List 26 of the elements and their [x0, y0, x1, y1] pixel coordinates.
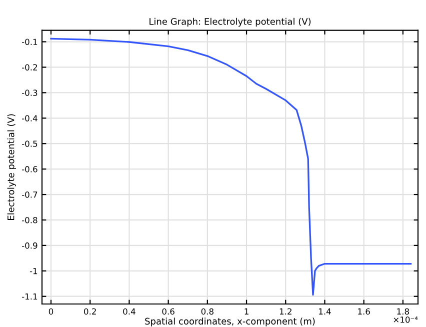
y-tick-label: -0.9 — [22, 242, 38, 249]
x-tick-label: 0.4 — [123, 308, 136, 315]
x-tick-label: 0.8 — [201, 308, 214, 315]
y-tick-label: -0.2 — [22, 64, 37, 70]
y-tick-label: -0.3 — [22, 90, 38, 96]
y-tick-label: -0.5 — [22, 140, 38, 147]
text: ×10⁻⁴ — [394, 316, 418, 323]
y-tick-label: -0.6 — [22, 166, 38, 172]
x-tick-label: 0.2 — [84, 308, 96, 315]
x-tick-label: 1.2 — [280, 308, 292, 314]
y-tick-label: -1.1 — [22, 293, 38, 300]
x-tick-label: 1.6 — [358, 308, 370, 315]
y-tick-label: -0.8 — [22, 216, 38, 224]
x-tick-label: 0.6 — [162, 308, 174, 315]
y-tick-label: -0.4 — [22, 115, 38, 122]
chart-title: Line Graph: Electrolyte potential (V) — [150, 18, 311, 27]
x-tick-label: 1.4 — [319, 308, 331, 314]
x-tick-label: 1.8 — [397, 308, 409, 315]
x-axis-title: Spatial coordinates, x-component (m) — [145, 318, 315, 326]
y-axis-title: Electrolyte potential (V) — [7, 114, 16, 220]
y-tick-label: -0.1 — [22, 38, 38, 46]
y-tick-label: -1 — [30, 268, 38, 274]
y-tick-label: -0.7 — [22, 192, 38, 198]
line-series — [50, 38, 412, 296]
x-tick-label: 0 — [48, 308, 54, 315]
x-tick-label: 1 — [244, 308, 248, 314]
